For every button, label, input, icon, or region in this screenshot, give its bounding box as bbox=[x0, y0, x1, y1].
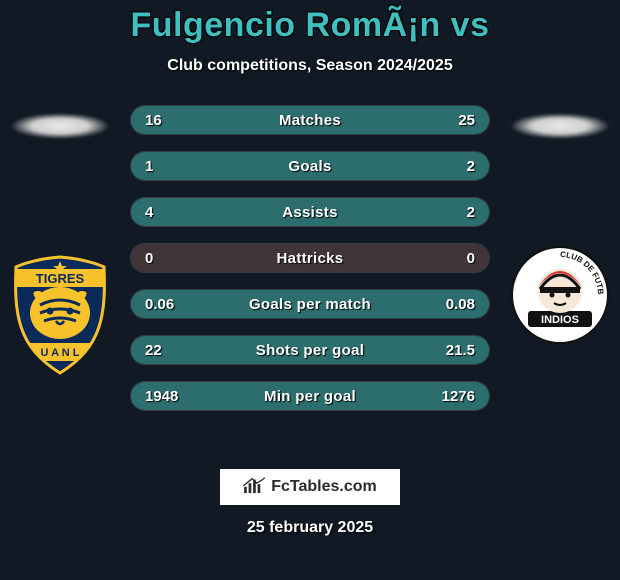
stat-row: 0.060.08Goals per match bbox=[130, 289, 490, 319]
stat-row: 00Hattricks bbox=[130, 243, 490, 273]
svg-text:U A N L: U A N L bbox=[41, 347, 80, 359]
stat-row: 42Assists bbox=[130, 197, 490, 227]
page-title: Fulgencio RomÃ¡n vs bbox=[0, 0, 620, 45]
stat-label: Goals bbox=[131, 152, 489, 180]
stat-row: 19481276Min per goal bbox=[130, 381, 490, 411]
stat-row: 12Goals bbox=[130, 151, 490, 181]
right-logo-column: CLUB DE FUTBOL INDIOS bbox=[500, 95, 620, 435]
subtitle: Club competitions, Season 2024/2025 bbox=[0, 57, 620, 75]
spotlight-left bbox=[10, 113, 110, 139]
club-logo-right: CLUB DE FUTBOL INDIOS bbox=[510, 235, 610, 355]
stat-row: 2221.5Shots per goal bbox=[130, 335, 490, 365]
stat-bars: 1625Matches 12Goals 42Assists 00Hattricks 0.… bbox=[130, 105, 490, 427]
brand-text: FcTables.com bbox=[271, 478, 377, 496]
date-text: 25 february 2025 bbox=[0, 519, 620, 537]
stat-label: Shots per goal bbox=[131, 336, 489, 364]
chart-icon bbox=[243, 476, 265, 499]
svg-text:TIGRES: TIGRES bbox=[36, 271, 85, 286]
left-logo-column: TIGRES U A N L bbox=[0, 95, 120, 435]
comparison-stage: TIGRES U A N L bbox=[0, 95, 620, 455]
brand-badge: FcTables.com bbox=[220, 469, 400, 505]
stat-label: Assists bbox=[131, 198, 489, 226]
stat-label: Hattricks bbox=[131, 244, 489, 272]
stat-label: Min per goal bbox=[131, 382, 489, 410]
stat-row: 1625Matches bbox=[130, 105, 490, 135]
club-logo-left: TIGRES U A N L bbox=[10, 255, 110, 375]
stat-label: Goals per match bbox=[131, 290, 489, 318]
spotlight-right bbox=[510, 113, 610, 139]
stat-label: Matches bbox=[131, 106, 489, 134]
svg-text:INDIOS: INDIOS bbox=[541, 314, 579, 326]
